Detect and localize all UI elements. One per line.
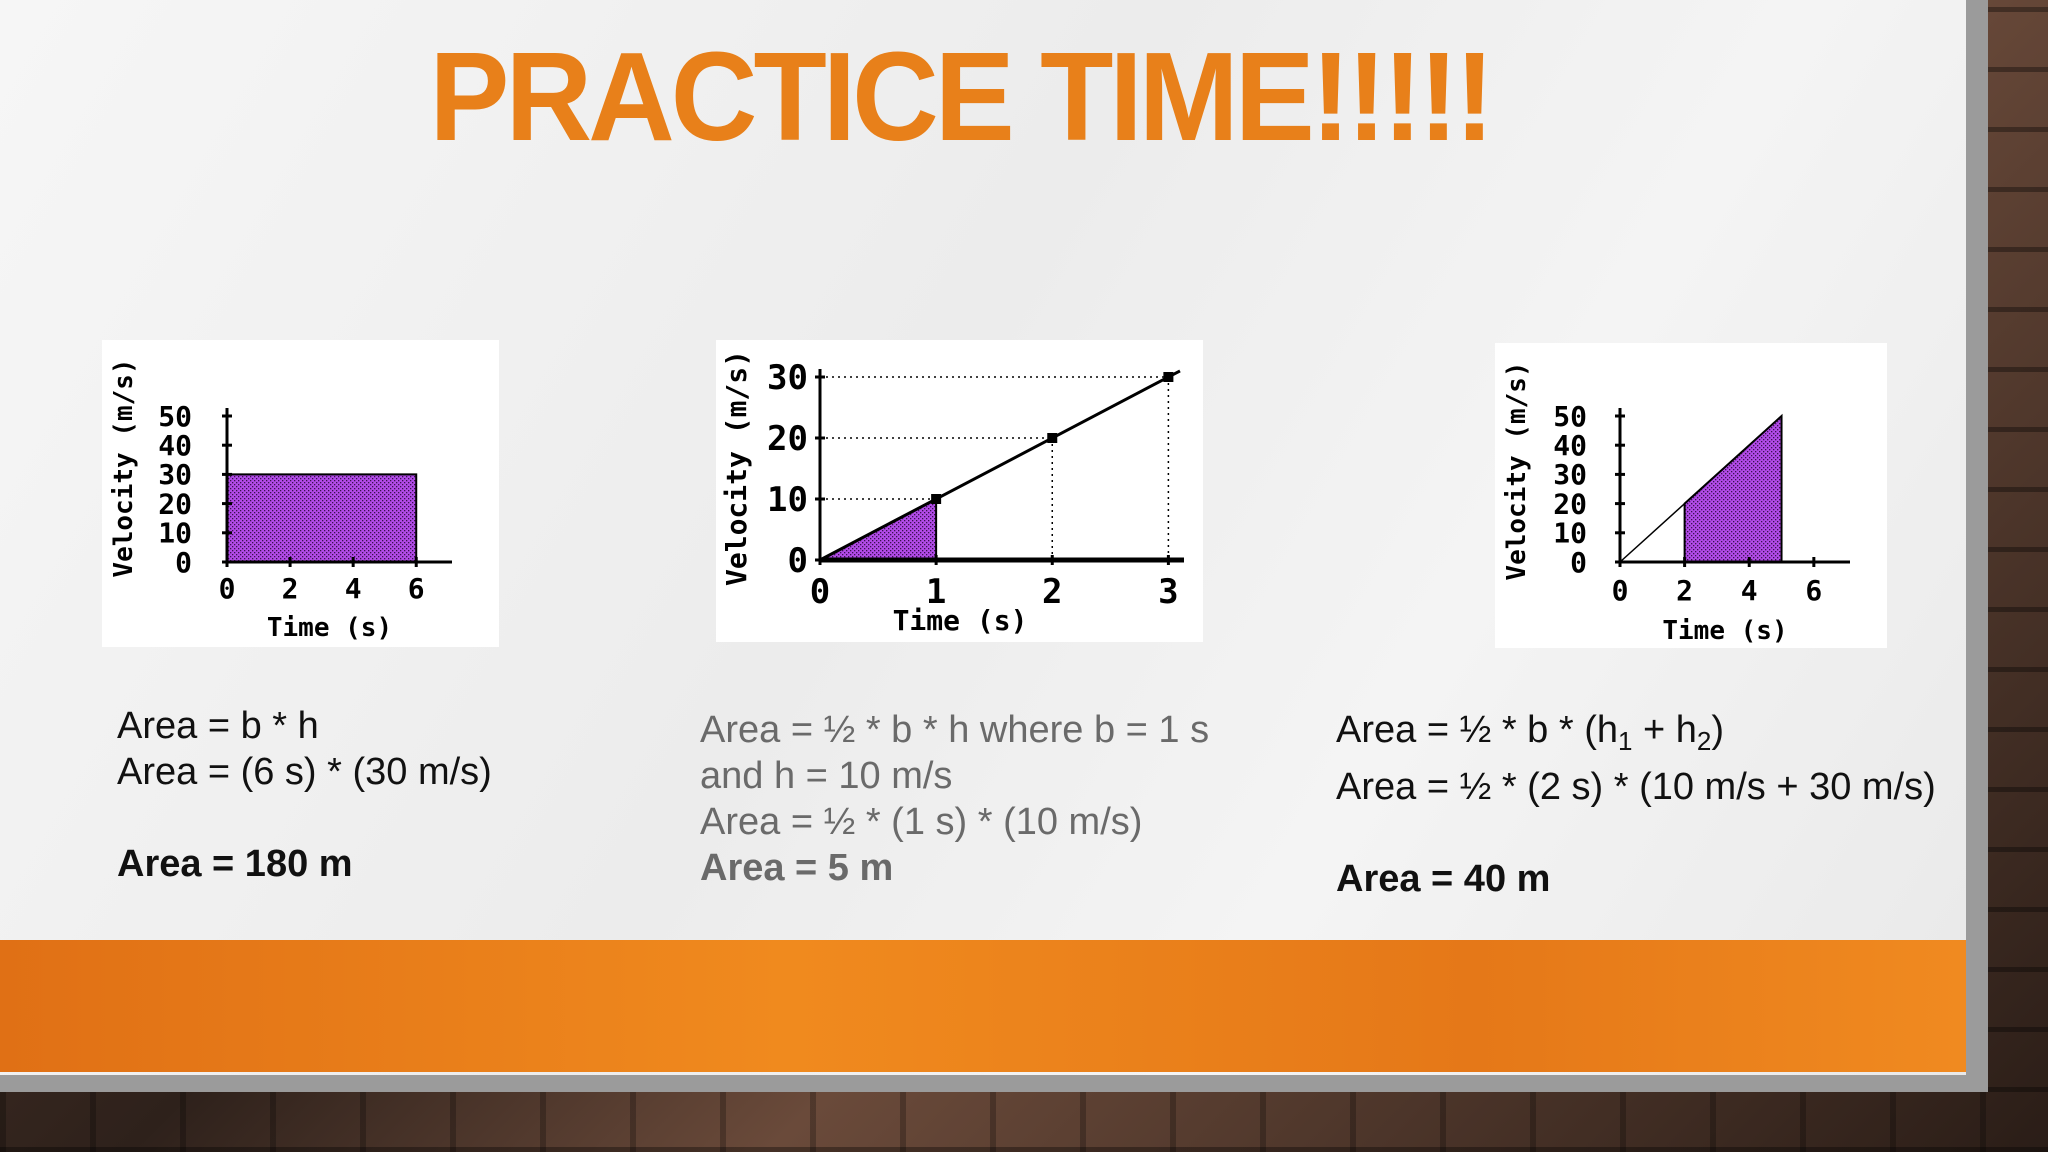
y-axis-label: Velocity (m/s) — [720, 350, 753, 586]
x-tick-label: 0 — [219, 572, 236, 605]
slide: PRACTICE TIME!!!!! 0 2 4 6 0 10 20 30 40 50 Time (… — [0, 0, 1966, 1075]
y-tick-label: 50 — [1553, 400, 1587, 433]
y-tick-label: 10 — [158, 517, 192, 550]
caption-left-line1: Area = b * h — [117, 705, 319, 747]
x-axis-label: Time (s) — [1662, 616, 1787, 646]
data-line — [819, 369, 1181, 562]
caption-right-line2: Area = ½ * (2 s) * (10 m/s + 30 m/s) — [1336, 766, 1936, 808]
y-tick-label: 10 — [767, 480, 808, 520]
shaded-area — [1683, 413, 1783, 563]
x-tick-label: 2 — [1042, 572, 1062, 612]
caption-middle: Area = ½ * b * h where b = 1 s and h = 1… — [700, 707, 1209, 891]
x-tick-label: 4 — [345, 572, 362, 605]
y-tick-label: 40 — [1553, 429, 1587, 462]
x-tick-label: 2 — [1676, 574, 1693, 607]
y-tick-label: 20 — [767, 419, 808, 459]
shaded-area — [226, 473, 418, 563]
x-axis-label: Time (s) — [893, 604, 1028, 637]
orange-footer-band — [0, 940, 1966, 1072]
caption-left-line2: Area = (6 s) * (30 m/s) — [117, 751, 492, 793]
y-tick-label: 20 — [1553, 487, 1587, 520]
y-tick-label: 30 — [767, 358, 808, 398]
graph-constant-velocity: 0 2 4 6 0 10 20 30 40 50 Time (s) Velocity (m/s) — [102, 340, 499, 647]
x-tick-label: 6 — [1805, 574, 1822, 607]
caption-left: Area = b * h Area = (6 s) * (30 m/s) Are… — [117, 703, 492, 887]
caption-middle-line1: Area = ½ * b * h where b = 1 s — [700, 709, 1210, 751]
caption-middle-result: Area = 5 m — [700, 847, 894, 889]
graph-uniform-acceleration: 0 1 2 3 0 10 20 30 Time (s) Velocity (m/s) — [716, 340, 1203, 642]
x-tick-label: 0 — [810, 572, 830, 612]
data-point — [931, 494, 942, 504]
y-tick-label: 0 — [788, 541, 808, 581]
x-tick-label: 3 — [1158, 572, 1178, 612]
y-tick-label: 0 — [1570, 546, 1587, 579]
caption-right-line1: Area = ½ * b * (h1 + h2) — [1336, 709, 1725, 756]
y-tick-label: 10 — [1553, 517, 1587, 550]
data-point — [1047, 433, 1058, 443]
caption-middle-line2: and h = 10 m/s — [700, 755, 953, 797]
data-line — [1619, 415, 1783, 563]
caption-left-result: Area = 180 m — [117, 843, 353, 885]
y-tick-label: 30 — [158, 458, 192, 491]
y-axis-label: Velocity (m/s) — [109, 358, 139, 577]
y-tick-label: 40 — [158, 429, 192, 462]
caption-right-result: Area = 40 m — [1336, 858, 1551, 900]
y-tick-label: 20 — [158, 487, 192, 520]
x-axis-label: Time (s) — [267, 613, 392, 643]
x-tick-label: 6 — [408, 572, 425, 605]
slide-title: PRACTICE TIME!!!!! — [429, 26, 1494, 168]
y-axis-label: Velocity (m/s) — [1502, 361, 1532, 580]
x-tick-label: 1 — [926, 572, 946, 612]
graph-trapezoid-area: 0 2 4 6 0 10 20 30 40 50 Time (s) Velocity (m/s) — [1495, 343, 1887, 648]
x-tick-label: 0 — [1612, 574, 1629, 607]
y-tick-label: 50 — [158, 400, 192, 433]
y-tick-label: 0 — [175, 546, 192, 579]
caption-right: Area = ½ * b * (h1 + h2) Area = ½ * (2 s… — [1336, 707, 1936, 902]
y-tick-label: 30 — [1553, 458, 1587, 491]
x-tick-label: 2 — [282, 572, 299, 605]
caption-middle-line3: Area = ½ * (1 s) * (10 m/s) — [700, 801, 1143, 843]
data-point — [1163, 372, 1174, 382]
x-tick-label: 4 — [1741, 574, 1758, 607]
